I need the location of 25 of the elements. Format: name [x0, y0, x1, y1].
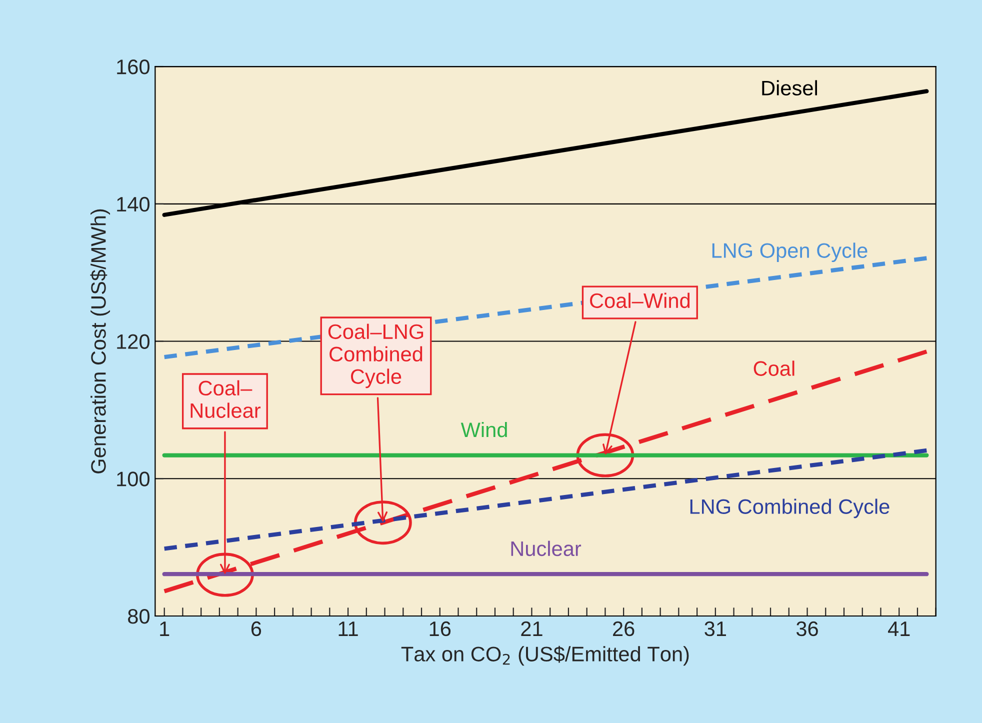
annotation: Coal–Wind — [590, 292, 690, 308]
x-tick-label: 21 — [521, 621, 542, 636]
x-tick-label: 6 — [251, 621, 262, 636]
x-tick-label: 36 — [796, 621, 818, 636]
x-tick-label: 1 — [160, 622, 170, 636]
x-tick-label: 16 — [430, 621, 451, 636]
y-tick-label: 80 — [128, 608, 150, 624]
annotation: Coal– Nuclear — [190, 380, 261, 418]
x-tick-label: 31 — [704, 621, 726, 636]
series-label: Nuclear — [511, 540, 582, 556]
y-tick-label: 160 — [117, 60, 150, 74]
series-label: Coal — [754, 360, 794, 376]
annotation: Coal–LNG Combined Cycle — [328, 324, 424, 388]
y-axis-title: Generation Cost (US$/MWh) — [90, 209, 110, 474]
series-label: LNG Combined Cycle — [690, 498, 890, 518]
y-tick-label: 100 — [117, 472, 150, 486]
series-label: Wind — [460, 422, 507, 438]
x-tick-label: 26 — [613, 621, 634, 636]
series-label: Diesel — [762, 80, 817, 96]
x-tick-label: 41 — [888, 622, 910, 636]
x-axis-title: Tax on CO$_{2}$ (US$/Emitted Ton) — [401, 646, 689, 666]
y-tick-label: 140 — [117, 196, 150, 212]
series-label: LNG Open Cycle — [712, 242, 868, 262]
y-tick-label: 120 — [117, 334, 150, 350]
x-tick-label: 11 — [338, 622, 358, 636]
